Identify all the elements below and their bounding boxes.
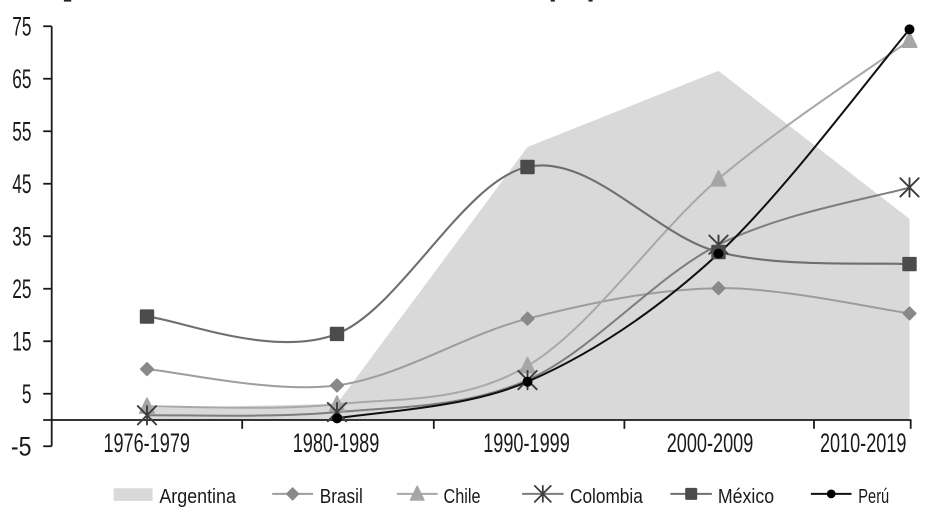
svg-text:55: 55: [12, 116, 31, 146]
svg-text:1980-1989: 1980-1989: [293, 428, 380, 458]
svg-text:5: 5: [22, 379, 32, 409]
svg-text:75: 75: [12, 11, 31, 41]
svg-text:1976-1979: 1976-1979: [103, 428, 190, 458]
svg-text:Brasil: Brasil: [320, 486, 363, 508]
svg-text:Argentina: Argentina: [159, 486, 236, 508]
svg-text:65: 65: [12, 64, 31, 94]
svg-text:35: 35: [12, 221, 31, 251]
svg-text:Colombia: Colombia: [570, 486, 644, 508]
svg-text:2000-2009: 2000-2009: [667, 428, 754, 458]
svg-text:15: 15: [12, 326, 31, 356]
svg-text:2010-2019: 2010-2019: [820, 428, 907, 458]
svg-text:Chile: Chile: [444, 486, 481, 508]
svg-text:25: 25: [12, 274, 31, 304]
svg-text:45: 45: [12, 169, 31, 199]
svg-text:-5: -5: [11, 431, 32, 461]
svg-text:Perú: Perú: [858, 486, 889, 508]
svg-text:México: México: [718, 486, 774, 508]
svg-text:1990-1999: 1990-1999: [483, 428, 570, 458]
